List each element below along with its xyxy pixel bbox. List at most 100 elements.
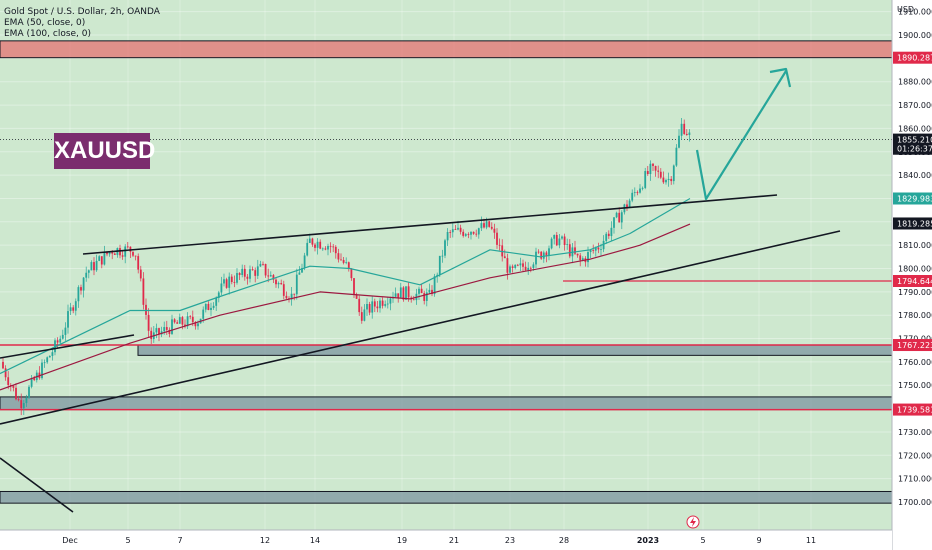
- candle-body: [399, 287, 402, 298]
- candle-body: [670, 178, 673, 182]
- candle-body: [524, 266, 527, 271]
- candle-body: [431, 289, 433, 295]
- ema50-line[interactable]: [0, 197, 691, 375]
- price-label: 1819.285: [897, 219, 932, 228]
- candle-body: [256, 266, 259, 276]
- ema-lines: [0, 197, 691, 391]
- candle-body: [103, 251, 106, 265]
- candle-body: [184, 324, 186, 327]
- candle-body: [113, 253, 116, 255]
- ema50-legend[interactable]: EMA (50, close, 0): [4, 18, 86, 28]
- price-label-bg: [893, 217, 932, 230]
- upper-channel-trendline[interactable]: [82, 194, 778, 255]
- x-tick-label: 19: [397, 536, 407, 545]
- candle-body: [376, 306, 379, 309]
- candle-body: [373, 301, 376, 307]
- ema100-line[interactable]: [0, 223, 691, 391]
- candle-body: [470, 231, 472, 235]
- candle-body: [280, 283, 283, 285]
- ema100-legend[interactable]: EMA (100, close, 0): [4, 29, 92, 39]
- candle-body: [633, 192, 636, 193]
- candle-body: [568, 244, 571, 257]
- candle-body: [680, 123, 683, 136]
- candle-body: [475, 233, 478, 235]
- candle-body: [90, 262, 93, 271]
- candle-body: [158, 328, 160, 335]
- candle-body: [77, 287, 80, 302]
- y-tick-label: 1760.000: [898, 358, 932, 367]
- candle-body: [25, 397, 28, 404]
- y-tick-label: 1710.000: [898, 475, 932, 484]
- candle-body: [506, 258, 509, 273]
- candle-body: [308, 238, 311, 243]
- candle-body: [220, 283, 223, 293]
- y-tick-label: 1860.000: [898, 124, 932, 133]
- candle-body: [145, 304, 147, 315]
- y-tick-label: 1700.000: [898, 498, 932, 507]
- projection-arrowhead: [769, 67, 792, 88]
- lightning-icon[interactable]: [686, 515, 700, 529]
- candle-body: [457, 227, 459, 230]
- candle-body: [446, 232, 449, 241]
- candle-body: [610, 227, 613, 237]
- candle-body: [7, 377, 10, 386]
- candle-body: [501, 245, 504, 257]
- candle-body: [108, 252, 111, 255]
- time-axis-panel[interactable]: [0, 530, 892, 550]
- support-zone-1700[interactable]: [0, 490, 893, 504]
- descending-trendline[interactable]: [0, 457, 74, 513]
- candle-body: [186, 316, 189, 327]
- candle-body: [210, 307, 212, 310]
- support-zone-1740[interactable]: [0, 396, 893, 411]
- candle-body: [241, 268, 244, 275]
- candle-body: [217, 292, 220, 298]
- candle-body: [574, 247, 576, 254]
- candle-body: [540, 251, 543, 259]
- candle-body: [207, 303, 210, 310]
- candle-body: [254, 270, 257, 276]
- candle-body: [22, 403, 25, 409]
- resistance-zone[interactable]: [0, 40, 893, 59]
- candle-body: [134, 255, 137, 257]
- price-label-bg: [893, 339, 932, 352]
- candle-body: [659, 171, 662, 178]
- trendlines: [0, 67, 841, 513]
- candle-body: [28, 386, 30, 398]
- candle-body: [327, 245, 329, 250]
- early-trendline[interactable]: [0, 334, 135, 359]
- candle-body: [124, 246, 127, 257]
- candle-body: [620, 212, 623, 223]
- candle-body: [438, 255, 441, 275]
- candle-body: [290, 293, 293, 300]
- candle-body: [626, 204, 628, 208]
- candle-body: [56, 340, 59, 343]
- candle-body: [340, 259, 342, 261]
- lower-channel-trendline[interactable]: [0, 230, 841, 425]
- zones: [0, 40, 893, 504]
- candle-body: [579, 255, 582, 261]
- candle-body: [581, 258, 584, 261]
- candle-body: [178, 317, 181, 324]
- candle-body: [641, 187, 644, 189]
- candle-body: [204, 303, 207, 310]
- candle-body: [535, 251, 537, 265]
- candle-body: [605, 233, 608, 241]
- candle-body: [246, 276, 249, 279]
- candle-body: [194, 322, 197, 327]
- x-tick-label: 28: [559, 536, 569, 545]
- candle-body: [371, 301, 374, 313]
- price-label: 1767.223: [897, 341, 932, 350]
- projection-arrow[interactable]: [695, 70, 787, 201]
- candle-body: [433, 276, 436, 295]
- candle-body: [249, 269, 251, 279]
- price-axis-panel[interactable]: [892, 0, 932, 550]
- price-label: 1890.287: [897, 54, 932, 63]
- x-tick-label: 11: [806, 536, 816, 545]
- support-zone-1767[interactable]: [137, 344, 893, 356]
- candle-body: [64, 327, 67, 335]
- candle-body: [441, 255, 444, 257]
- candle-body: [272, 275, 275, 280]
- candle-body: [316, 241, 319, 248]
- candle-body: [649, 163, 652, 175]
